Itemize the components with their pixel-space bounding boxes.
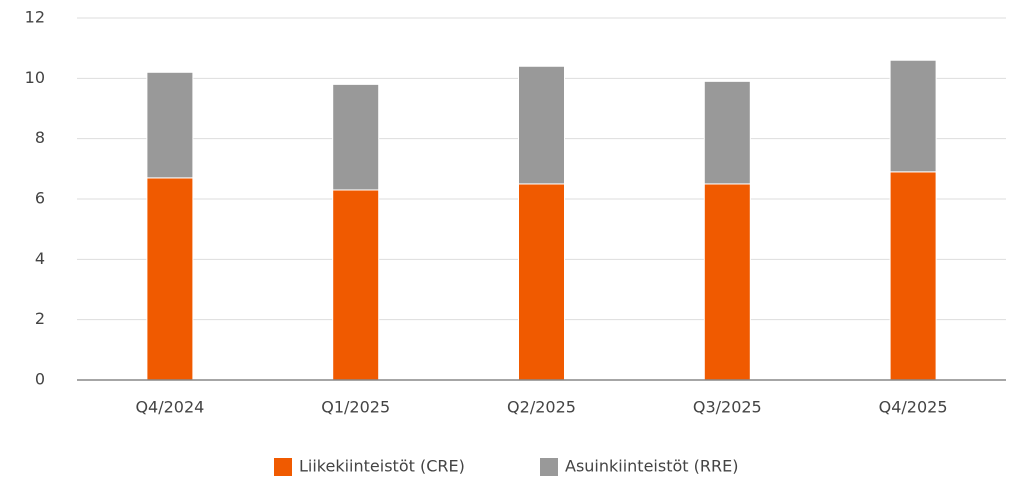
x-tick-label: Q4/2025 (879, 398, 948, 417)
y-tick-label: 6 (35, 189, 45, 208)
y-tick-label: 4 (35, 249, 45, 268)
bar-segment (518, 183, 565, 381)
bar-segment (889, 171, 937, 381)
bar-segment (146, 71, 194, 179)
y-tick-label: 12 (25, 8, 45, 27)
bar-segment (332, 83, 380, 191)
bar-segment (332, 189, 380, 381)
x-tick-label: Q4/2024 (135, 398, 204, 417)
x-tick-label: Q3/2025 (693, 398, 762, 417)
bar-segment (518, 65, 565, 185)
legend-label: Asuinkiinteistöt (RRE) (565, 457, 738, 476)
bar-segment (146, 177, 194, 381)
y-tick-label: 10 (25, 68, 45, 87)
x-tick-label: Q1/2025 (321, 398, 390, 417)
x-tick-label: Q2/2025 (507, 398, 576, 417)
y-tick-label: 0 (35, 370, 45, 389)
bar-segment (703, 183, 751, 381)
legend-label: Liikekiinteistöt (CRE) (299, 457, 465, 476)
y-tick-label: 8 (35, 128, 45, 147)
y-tick-label: 2 (35, 309, 45, 328)
bar-segment (703, 80, 751, 185)
legend-swatch (274, 458, 292, 476)
bar-segment (889, 59, 937, 173)
legend-swatch (540, 458, 558, 476)
